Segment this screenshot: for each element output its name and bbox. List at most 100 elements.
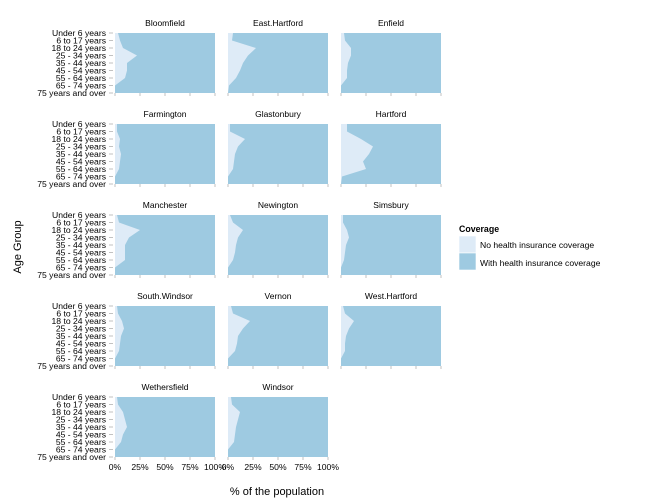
facet-panel: Enfield <box>340 18 442 96</box>
y-tick-label: 75 years and over <box>37 88 106 98</box>
insured-area <box>115 397 215 457</box>
facet-title: Enfield <box>378 18 404 28</box>
legend: Coverage No health insurance coverage Wi… <box>458 224 601 271</box>
y-tick-label: 25 - 34 years <box>56 142 106 152</box>
insured-area <box>228 215 328 275</box>
y-tick-label: 45 - 54 years <box>56 66 106 76</box>
x-tick-label: 0% <box>109 462 122 472</box>
y-tick-label: 18 to 24 years <box>52 407 106 417</box>
insured-area <box>228 124 328 184</box>
facet-panel: Windsor <box>227 382 329 460</box>
y-tick-label: 55 - 64 years <box>56 437 106 447</box>
y-tick-label: Under 6 years <box>52 119 106 129</box>
y-tick-label: 18 to 24 years <box>52 43 106 53</box>
facet-panel: Vernon <box>227 291 329 369</box>
facet-title: West.Hartford <box>365 291 418 301</box>
x-tick-label: 100% <box>204 462 226 472</box>
insured-area <box>341 306 441 366</box>
uninsured-area <box>341 33 351 93</box>
uninsured-area <box>115 397 127 457</box>
x-tick-label: 0% <box>222 462 235 472</box>
y-tick-label: 35 - 44 years <box>56 331 106 341</box>
y-tick-label: Under 6 years <box>52 301 106 311</box>
y-tick-label: 25 - 34 years <box>56 233 106 243</box>
y-tick-label: 65 - 74 years <box>56 263 106 273</box>
y-tick-label: 45 - 54 years <box>56 339 106 349</box>
facet-title: Hartford <box>376 109 407 119</box>
y-tick-label: 55 - 64 years <box>56 346 106 356</box>
uninsured-area <box>115 124 121 184</box>
y-tick-label: 45 - 54 years <box>56 157 106 167</box>
uninsured-area <box>115 306 124 366</box>
x-tick-label: 75% <box>181 462 199 472</box>
y-tick-label: 6 to 17 years <box>56 127 106 137</box>
x-tick-label: 50% <box>269 462 287 472</box>
uninsured-area <box>341 215 349 275</box>
insured-area <box>115 33 215 93</box>
y-tick-label: 55 - 64 years <box>56 164 106 174</box>
x-tick-label: 25% <box>244 462 262 472</box>
legend-swatch-uninsured <box>458 235 477 254</box>
facet-title: Simsbury <box>373 200 409 210</box>
facet-title: Windsor <box>262 382 293 392</box>
uninsured-area <box>228 215 243 275</box>
facet-title: South.Windsor <box>137 291 193 301</box>
x-tick-label: 50% <box>156 462 174 472</box>
y-tick-label: Under 6 years <box>52 28 106 38</box>
legend-label-uninsured: No health insurance coverage <box>480 240 594 250</box>
y-tick-label: 35 - 44 years <box>56 240 106 250</box>
uninsured-area <box>228 33 256 93</box>
y-tick-label: 75 years and over <box>37 361 106 371</box>
legend-swatch-insured <box>458 252 477 271</box>
y-tick-label: 35 - 44 years <box>56 149 106 159</box>
y-tick-label: 25 - 34 years <box>56 324 106 334</box>
facet-title: Wethersfield <box>141 382 188 392</box>
y-tick-label: Under 6 years <box>52 210 106 220</box>
y-tick-label: 35 - 44 years <box>56 58 106 68</box>
facet-title: East.Hartford <box>253 18 303 28</box>
uninsured-area <box>115 33 137 93</box>
uninsured-area <box>341 306 354 366</box>
x-tick-label: 75% <box>294 462 312 472</box>
y-tick-label: 6 to 17 years <box>56 309 106 319</box>
y-tick-label: 45 - 54 years <box>56 430 106 440</box>
y-tick-label: 6 to 17 years <box>56 400 106 410</box>
y-tick-label: 18 to 24 years <box>52 225 106 235</box>
x-tick-label: 25% <box>131 462 149 472</box>
y-tick-label: Under 6 years <box>52 392 106 402</box>
y-tick-label: 55 - 64 years <box>56 73 106 83</box>
y-tick-label: 6 to 17 years <box>56 36 106 46</box>
facet-title: Newington <box>258 200 298 210</box>
uninsured-area <box>341 124 373 184</box>
y-tick-label: 75 years and over <box>37 452 106 462</box>
x-tick-label: 100% <box>317 462 339 472</box>
legend-label-insured: With health insurance coverage <box>480 258 601 268</box>
insured-area <box>115 306 215 366</box>
facet-title: Farmington <box>144 109 187 119</box>
insured-area <box>341 215 441 275</box>
y-tick-label: 65 - 74 years <box>56 172 106 182</box>
y-tick-label: 65 - 74 years <box>56 354 106 364</box>
y-tick-label: 6 to 17 years <box>56 218 106 228</box>
y-tick-label: 18 to 24 years <box>52 134 106 144</box>
y-tick-label: 25 - 34 years <box>56 415 106 425</box>
facet-panel: Newington <box>227 200 329 278</box>
legend-title: Coverage <box>459 224 499 234</box>
facet-title: Glastonbury <box>255 109 302 119</box>
facet-title: Vernon <box>265 291 292 301</box>
y-tick-label: 75 years and over <box>37 179 106 189</box>
insured-area <box>115 124 215 184</box>
facet-title: Manchester <box>143 200 188 210</box>
uninsured-area <box>228 124 245 184</box>
facet-panel: East.Hartford <box>227 18 329 96</box>
y-tick-label: 18 to 24 years <box>52 316 106 326</box>
insured-area <box>228 397 328 457</box>
y-tick-label: 45 - 54 years <box>56 248 106 258</box>
y-tick-label: 25 - 34 years <box>56 51 106 61</box>
